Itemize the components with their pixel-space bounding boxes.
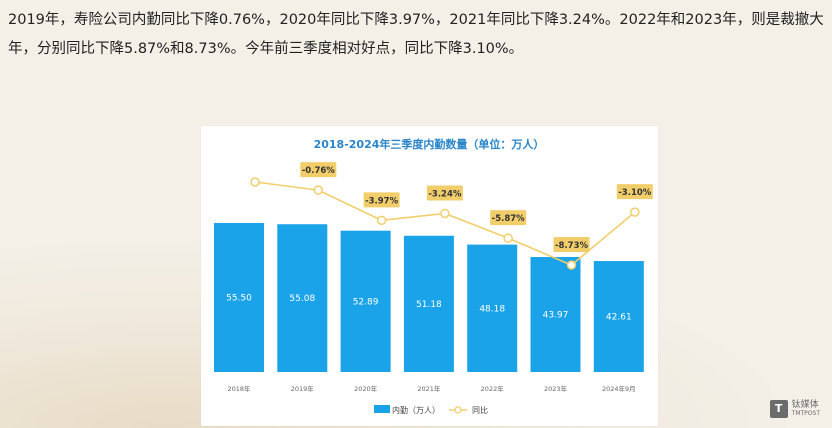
yoy-label-box — [490, 210, 527, 226]
yoy-label: -0.76% — [302, 166, 335, 176]
legend-swatch-point — [454, 406, 462, 414]
x-tick-label: 2021年 — [417, 384, 441, 393]
bar-value-label: 55.50 — [226, 294, 252, 304]
watermark-subtext: TMTPOST — [791, 410, 820, 417]
bar-value-label: 55.08 — [289, 294, 315, 304]
yoy-point — [503, 233, 513, 243]
yoy-label-box — [616, 184, 653, 200]
yoy-label: -3.10% — [618, 188, 651, 198]
x-tick-label: 2019年 — [291, 384, 315, 393]
bar — [593, 261, 644, 372]
bar — [467, 244, 518, 372]
bar — [403, 235, 454, 372]
bar-value-label: 42.61 — [606, 313, 632, 323]
yoy-point — [313, 185, 324, 195]
watermark-logo-icon: T — [769, 400, 788, 418]
legend-label-line: 同比 — [472, 405, 488, 415]
bar — [340, 230, 391, 372]
bar — [214, 223, 264, 372]
bar-value-label: 48.18 — [479, 304, 505, 314]
article-paragraph: 2019年，寿险公司内勤同比下降0.76%，2020年同比下降3.97%，202… — [8, 12, 824, 57]
legend-swatch-bar — [374, 405, 390, 413]
watermark: T 钛媒体 TMTPOST — [769, 400, 820, 418]
yoy-point — [630, 207, 640, 217]
yoy-label-box — [363, 192, 400, 208]
yoy-point — [440, 208, 450, 219]
yoy-label: -8.73% — [555, 241, 588, 251]
bar-value-label: 43.97 — [543, 311, 569, 321]
x-tick-label: 2020年 — [354, 384, 378, 393]
yoy-label-box — [426, 185, 463, 201]
chart: 2018-2024年三季度内勤数量（单位：万人） 55.50 2018年 55.08 2… — [214, 137, 653, 415]
bar — [530, 257, 581, 372]
yoy-label: -5.87% — [492, 214, 525, 224]
yoy-point — [566, 260, 577, 270]
bar-value-label: 51.18 — [416, 300, 442, 310]
yoy-label-box — [300, 162, 337, 178]
legend-label-bar: 内勤（万人） — [392, 405, 440, 415]
yoy-label: -3.97% — [365, 196, 398, 206]
chart-card: 2018-2024年三季度内勤数量（单位：万人） 55.50 2018年 55.08 2… — [201, 126, 658, 426]
yoy-point — [250, 177, 260, 187]
chart-title: 2018-2024年三季度内勤数量（单位：万人） — [314, 137, 545, 151]
x-tick-label: 2022年 — [481, 384, 505, 393]
x-tick-label: 2024年9月 — [602, 384, 636, 393]
x-tick-label: 2018年 — [227, 384, 251, 393]
watermark-text: 钛媒体 — [791, 400, 819, 410]
x-tick-label: 2023年 — [544, 384, 568, 393]
yoy-point — [376, 215, 387, 226]
yoy-label: -3.24% — [428, 189, 461, 199]
yoy-label-box — [553, 237, 590, 253]
bar-value-label: 52.89 — [353, 297, 379, 307]
bar — [277, 224, 328, 372]
